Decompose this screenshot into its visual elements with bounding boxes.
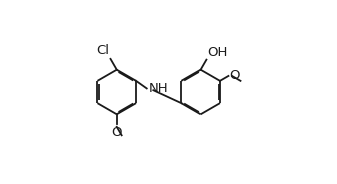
- Text: OH: OH: [207, 46, 228, 59]
- Text: Cl: Cl: [97, 45, 110, 57]
- Text: O: O: [229, 69, 240, 82]
- Text: NH: NH: [149, 82, 168, 95]
- Text: O: O: [112, 126, 122, 139]
